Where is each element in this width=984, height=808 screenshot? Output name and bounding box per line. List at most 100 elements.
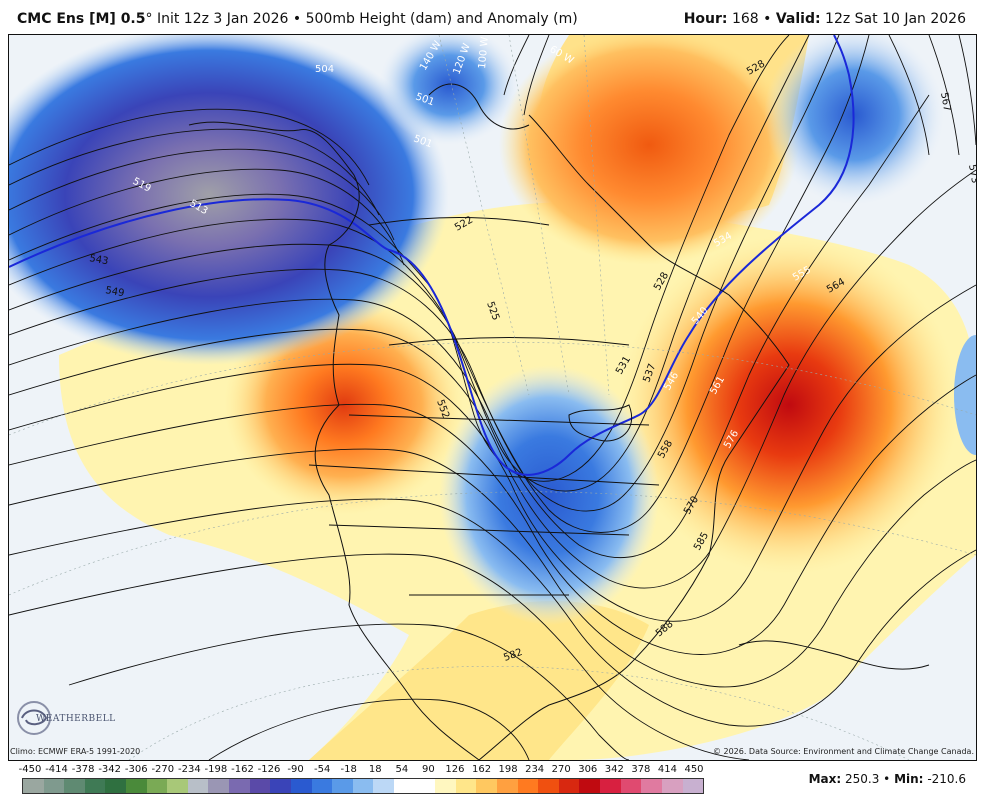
legend-tick-label: 18 bbox=[368, 764, 382, 775]
cold-core-arctic bbox=[379, 35, 519, 145]
cold-core-atlantic bbox=[954, 335, 976, 455]
degree-symbol: ° bbox=[145, 11, 153, 27]
legend-tick-label: -126 bbox=[257, 764, 281, 775]
legend-tick-label: -270 bbox=[151, 764, 175, 775]
init-time: Init 12z 3 Jan 2026 bbox=[156, 11, 289, 27]
color-legend: -450 -414 -378 -342 -306 -270 -234 -198 -162 -126… bbox=[18, 764, 708, 804]
hour-label: Hour: bbox=[683, 11, 728, 27]
legend-swatch bbox=[167, 779, 188, 793]
cold-core-gulf-of-alaska bbox=[9, 35, 449, 365]
legend-swatch bbox=[229, 779, 250, 793]
logo-swirl-icon bbox=[17, 701, 51, 735]
max-label: Max: bbox=[808, 772, 842, 786]
legend-color-bar bbox=[22, 778, 704, 794]
legend-tick-label: -306 bbox=[124, 764, 148, 775]
legend-tick-label: 414 bbox=[657, 764, 677, 775]
hour-value: 168 bbox=[731, 11, 759, 27]
legend-tick-label: 162 bbox=[471, 764, 492, 775]
separator: • bbox=[292, 11, 302, 27]
map-panel: 504 501 501 519 513 543 549 522 525 528 … bbox=[8, 34, 977, 761]
legend-swatch bbox=[414, 779, 436, 793]
legend-tick-label: 234 bbox=[525, 764, 545, 775]
legend-tick-labels: -450 -414 -378 -342 -306 -270 -234 -198 -162 -126… bbox=[18, 764, 708, 778]
valid-info: Hour: 168 • Valid: 12z Sat 10 Jan 2026 bbox=[684, 11, 966, 27]
separator: • bbox=[763, 11, 772, 27]
legend-swatch bbox=[270, 779, 291, 793]
legend-swatch bbox=[84, 779, 106, 793]
legend-tick-label: -450 bbox=[18, 764, 42, 775]
legend-tick-label: -378 bbox=[71, 764, 95, 775]
great-lakes bbox=[568, 404, 633, 442]
warm-anomaly-gulf bbox=[309, 601, 649, 760]
contour-label: 567 bbox=[938, 92, 952, 113]
legend-tick-label: 198 bbox=[498, 764, 518, 775]
caribbean bbox=[738, 640, 930, 670]
legend-swatch bbox=[435, 779, 456, 793]
legend-tick-label: 126 bbox=[445, 764, 465, 775]
warm-core-east bbox=[619, 235, 959, 575]
min-label: Min: bbox=[894, 772, 924, 786]
legend-tick-label: -198 bbox=[204, 764, 228, 775]
legend-tick-label: 342 bbox=[604, 764, 624, 775]
legend-swatch bbox=[43, 779, 65, 793]
map-svg: 504 501 501 519 513 543 549 522 525 528 … bbox=[9, 35, 976, 760]
contour-label: 504 bbox=[315, 64, 334, 75]
climo-note: Climo: ECMWF ERA-5 1991-2020 bbox=[10, 747, 141, 756]
east-coastline bbox=[478, 114, 790, 760]
west-coastline bbox=[188, 121, 480, 760]
legend-swatch bbox=[146, 779, 168, 793]
legend-tick-label: 378 bbox=[631, 764, 651, 775]
valid-label: Valid: bbox=[775, 11, 821, 27]
legend-swatch bbox=[187, 779, 209, 793]
model-name: CMC Ens [M] 0.5 bbox=[17, 11, 146, 27]
logo-text: WEATHERBELL bbox=[36, 714, 116, 724]
contour-label: 543 bbox=[88, 253, 109, 267]
field-name: 500mb Height (dam) and Anomaly (m) bbox=[305, 11, 578, 27]
longitude-label: 100 W bbox=[477, 36, 491, 69]
legend-tick-label: -342 bbox=[98, 764, 122, 775]
copyright-note: © 2026. Data Source: Environment and Cli… bbox=[712, 747, 974, 756]
legend-swatch bbox=[558, 779, 580, 793]
arctic-islands bbox=[428, 83, 530, 130]
chart-title: CMC Ens [M] 0.5° Init 12z 3 Jan 2026 • 5… bbox=[17, 11, 578, 27]
contour-label: 549 bbox=[104, 285, 125, 299]
graticule bbox=[9, 35, 976, 760]
legend-tick-label: 450 bbox=[684, 764, 704, 775]
legend-tick-label: 54 bbox=[395, 764, 409, 775]
legend-tick-label: -414 bbox=[45, 764, 68, 775]
max-value: 250.3 bbox=[844, 772, 880, 786]
header: CMC Ens [M] 0.5° Init 12z 3 Jan 2026 • 5… bbox=[0, 0, 984, 34]
legend-swatch bbox=[641, 779, 662, 793]
warm-core-north bbox=[499, 35, 799, 265]
legend-tick-label: 270 bbox=[551, 764, 571, 775]
legend-swatch bbox=[208, 779, 230, 793]
max-min-readout: Max: 250.3 • Min: -210.6 bbox=[809, 772, 966, 786]
min-value: -210.6 bbox=[927, 772, 966, 786]
legend-swatch bbox=[620, 779, 642, 793]
legend-swatch bbox=[332, 779, 353, 793]
legend-swatch bbox=[517, 779, 539, 793]
legend-swatch bbox=[579, 779, 601, 793]
legend-swatch bbox=[538, 779, 559, 793]
contour-label: 573 bbox=[966, 164, 976, 185]
legend-swatch bbox=[23, 779, 44, 793]
legend-swatch bbox=[249, 779, 271, 793]
legend-swatch bbox=[393, 779, 415, 793]
legend-tick-label: -54 bbox=[313, 764, 331, 775]
legend-swatch bbox=[105, 779, 127, 793]
legend-swatch bbox=[126, 779, 147, 793]
coastlines bbox=[188, 83, 930, 760]
weatherbell-logo: WEATHERBELL bbox=[14, 698, 115, 738]
legend-swatch bbox=[600, 779, 621, 793]
legend-swatch bbox=[64, 779, 85, 793]
legend-tick-label: -90 bbox=[287, 764, 304, 775]
legend-tick-label: -234 bbox=[178, 764, 201, 775]
legend-swatch bbox=[661, 779, 683, 793]
legend-swatch bbox=[682, 779, 704, 793]
legend-swatch bbox=[497, 779, 518, 793]
legend-tick-label: -18 bbox=[340, 764, 357, 775]
legend-tick-label: -162 bbox=[231, 764, 254, 775]
valid-value: 12z Sat 10 Jan 2026 bbox=[825, 11, 966, 27]
legend-swatch bbox=[476, 779, 498, 793]
legend-swatch bbox=[311, 779, 333, 793]
